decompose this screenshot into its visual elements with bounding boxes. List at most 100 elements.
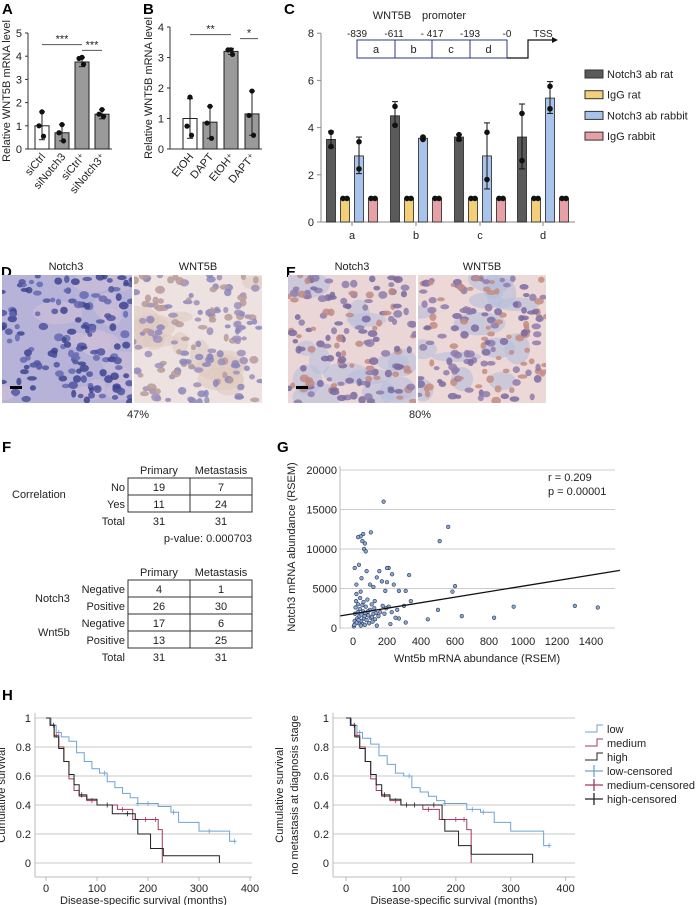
y-tick-label: 1 bbox=[323, 713, 329, 725]
nucleus bbox=[424, 390, 431, 398]
nucleus bbox=[196, 398, 203, 403]
t1-total-label: Total bbox=[102, 516, 125, 528]
nucleus bbox=[252, 276, 259, 284]
y-tick-label: 1 bbox=[16, 121, 22, 133]
nucleus bbox=[60, 306, 68, 315]
nucleus bbox=[502, 368, 510, 374]
nucleus bbox=[336, 394, 347, 402]
nucleus bbox=[307, 391, 315, 398]
segment-label: b bbox=[410, 44, 416, 56]
data-point bbox=[187, 94, 193, 100]
y-tick-label: 3 bbox=[16, 74, 22, 86]
nucleus bbox=[499, 277, 505, 283]
y-tick-label: 0 bbox=[323, 858, 329, 870]
nucleus bbox=[294, 314, 301, 321]
nucleus bbox=[423, 385, 429, 392]
nucleus bbox=[521, 307, 527, 314]
t1-row-label: Yes bbox=[107, 499, 125, 511]
scatter-point bbox=[379, 579, 385, 584]
y-tick-label: 3 bbox=[158, 53, 164, 65]
t2-total-label: Total bbox=[102, 652, 125, 664]
nucleus bbox=[358, 329, 368, 334]
nucleus bbox=[16, 377, 22, 386]
nucleus bbox=[288, 385, 293, 392]
t1-row-label: No bbox=[111, 482, 125, 494]
nucleus bbox=[423, 325, 432, 331]
data-point bbox=[531, 195, 537, 202]
nucleus bbox=[91, 293, 101, 298]
legend-label: low bbox=[607, 724, 624, 736]
nucleus bbox=[190, 344, 196, 351]
significance-label: *** bbox=[56, 34, 70, 46]
x-axis-label: Disease-specific survival (months) bbox=[60, 895, 227, 905]
legend-swatch bbox=[584, 131, 604, 141]
scatter-point bbox=[595, 605, 600, 610]
nucleus bbox=[407, 320, 416, 328]
scatter-point bbox=[395, 607, 400, 612]
nucleus bbox=[345, 312, 354, 318]
nucleus bbox=[51, 308, 59, 315]
nucleus bbox=[250, 397, 260, 403]
nucleus bbox=[24, 349, 32, 357]
nucleus bbox=[29, 362, 39, 368]
y-tick-label: 0.6 bbox=[314, 771, 329, 783]
nucleus bbox=[146, 383, 157, 392]
nucleus bbox=[288, 293, 292, 300]
nucleus bbox=[361, 315, 371, 323]
nucleus bbox=[403, 365, 411, 372]
nucleus bbox=[114, 365, 123, 371]
t2-cell: 30 bbox=[215, 601, 227, 613]
data-point bbox=[328, 129, 334, 136]
nucleus bbox=[152, 296, 159, 305]
nucleus bbox=[142, 328, 152, 334]
nucleus bbox=[528, 358, 535, 365]
nucleus bbox=[230, 362, 241, 369]
data-point bbox=[563, 195, 569, 202]
nucleus bbox=[472, 275, 480, 282]
data-point bbox=[340, 195, 346, 202]
nucleus bbox=[217, 358, 226, 366]
nucleus bbox=[123, 282, 129, 287]
nucleus bbox=[343, 327, 350, 335]
y-tick-label: 0.6 bbox=[16, 771, 31, 783]
censor-mark bbox=[426, 806, 431, 812]
data-point bbox=[59, 122, 65, 128]
censor-mark bbox=[407, 773, 412, 779]
nucleus bbox=[74, 317, 82, 323]
nucleus bbox=[171, 369, 181, 378]
nucleus bbox=[457, 284, 465, 291]
y-tick-label: 2 bbox=[16, 98, 22, 110]
y-tick-label: 0.8 bbox=[16, 742, 31, 754]
censor-mark bbox=[51, 722, 56, 728]
nucleus bbox=[179, 358, 188, 366]
nucleus bbox=[337, 356, 347, 364]
bar-chart-C: 0 2 4 6 8 a b c d Notch3 ab rat IgG rat Notch3 ab r… bbox=[308, 10, 688, 242]
x-tick-label: d bbox=[540, 230, 546, 242]
nucleus bbox=[388, 287, 396, 296]
scatter-point bbox=[377, 569, 382, 574]
censor-mark bbox=[357, 730, 362, 735]
data-point bbox=[408, 195, 414, 202]
nucleus bbox=[344, 303, 352, 310]
nucleus bbox=[42, 298, 51, 303]
nucleus bbox=[20, 369, 29, 375]
nucleus bbox=[437, 333, 447, 339]
nucleus bbox=[34, 311, 41, 317]
legend-swatch bbox=[584, 90, 604, 100]
scatter-point bbox=[396, 616, 402, 621]
promoter-position: -611 bbox=[384, 29, 404, 40]
nucleus bbox=[176, 349, 183, 355]
nucleus bbox=[345, 377, 355, 384]
censor-mark bbox=[143, 817, 148, 822]
km-curve-medium bbox=[46, 717, 163, 863]
censor-mark bbox=[470, 806, 475, 812]
x-tick-label: 300 bbox=[190, 883, 208, 895]
nucleus bbox=[325, 334, 331, 342]
nucleus bbox=[212, 379, 219, 388]
nucleus bbox=[387, 386, 394, 391]
y-tick-label: 0 bbox=[308, 217, 314, 229]
data-point bbox=[246, 112, 252, 119]
ihc-image bbox=[288, 275, 416, 403]
nucleus bbox=[256, 378, 262, 384]
nucleus bbox=[373, 375, 381, 380]
